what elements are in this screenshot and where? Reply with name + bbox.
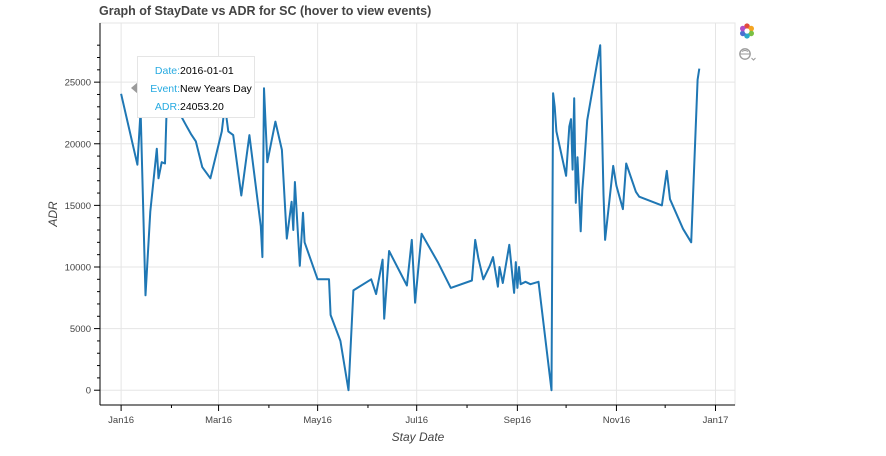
- tooltip-arrow: [131, 82, 138, 94]
- y-axis-ticks: 0 5000 10000 15000 20000 25000: [65, 44, 100, 397]
- y-tick-label: 0: [86, 386, 91, 397]
- tooltip-value-adr: 24053.20: [180, 101, 224, 113]
- x-tick-label: Jan17: [703, 415, 729, 426]
- hover-tool-icon[interactable]: [738, 46, 756, 64]
- y-axis-label: ADR: [46, 201, 60, 228]
- y-tick-label: 10000: [65, 262, 91, 273]
- y-tick-label: 15000: [65, 201, 91, 212]
- series-layer[interactable]: [120, 44, 701, 392]
- tooltip-row-date: Date:2016-01-01: [144, 62, 248, 80]
- hover-tooltip: Date:2016-01-01 Event:New Years Day ADR:…: [137, 56, 255, 118]
- x-axis-label: Stay Date: [392, 430, 445, 444]
- x-tick-label: Mar16: [205, 415, 232, 426]
- tooltip-row-event: Event:New Years Day: [144, 80, 252, 98]
- x-tick-label: Sep16: [504, 415, 531, 426]
- chart-toolbar: [738, 22, 758, 70]
- x-axis-ticks: Jan16 Mar16 May16 Jul16 Sep16 Nov16 Jan17: [108, 405, 728, 426]
- tooltip-key-adr: ADR:: [154, 101, 180, 113]
- x-tick-label: Jan16: [108, 415, 134, 426]
- y-tick-label: 20000: [65, 139, 91, 150]
- bokeh-logo-icon[interactable]: [738, 22, 756, 40]
- x-tick-label: May16: [303, 415, 332, 426]
- x-tick-label: Nov16: [603, 415, 630, 426]
- tooltip-value-event: New Years Day: [180, 83, 252, 95]
- tooltip-key-date: Date:: [154, 65, 180, 77]
- y-tick-label: 25000: [65, 78, 91, 89]
- y-tick-label: 5000: [70, 324, 91, 335]
- tooltip-row-adr: ADR:24053.20: [144, 98, 248, 116]
- x-tick-label: Jul16: [405, 415, 428, 426]
- y-gridlines: [100, 81, 735, 391]
- tooltip-key-event: Event:: [150, 83, 180, 95]
- chart-title: Graph of StayDate vs ADR for SC (hover t…: [99, 4, 431, 18]
- tooltip-value-date: 2016-01-01: [180, 65, 234, 77]
- series-line[interactable]: [120, 44, 701, 392]
